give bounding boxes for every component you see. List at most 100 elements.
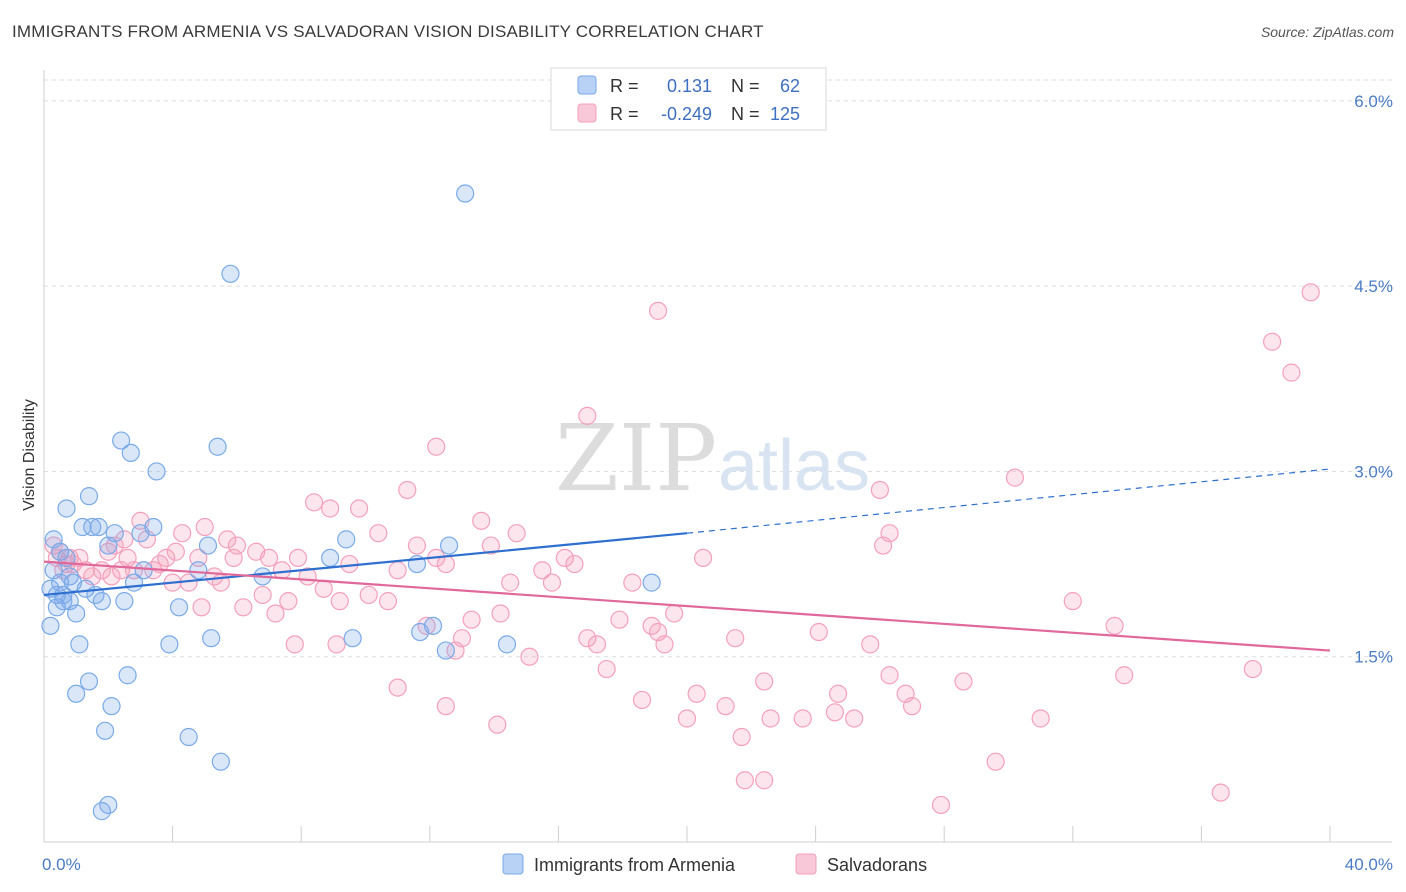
y-tick-label: 6.0% xyxy=(1354,92,1393,111)
data-point xyxy=(388,678,407,697)
data-point xyxy=(687,684,706,703)
axes xyxy=(43,70,1392,843)
data-point xyxy=(160,635,179,654)
data-point xyxy=(253,585,272,605)
data-point xyxy=(648,301,668,320)
data-point xyxy=(726,629,745,648)
data-point xyxy=(67,684,86,703)
data-point xyxy=(845,709,864,728)
data-point xyxy=(481,536,500,555)
data-point xyxy=(452,629,472,648)
salvadoran-r-value: -0.249 xyxy=(661,104,712,124)
data-point xyxy=(565,554,584,574)
data-point xyxy=(1005,468,1025,487)
data-point xyxy=(456,184,475,203)
stats-legend-box xyxy=(550,67,827,131)
data-point xyxy=(1282,363,1301,382)
data-point xyxy=(189,548,208,568)
data-point xyxy=(755,672,774,691)
data-point xyxy=(359,585,378,605)
x-tick-label: 0.0% xyxy=(42,855,81,874)
series-legend: Immigrants from Armenia Salvadorans xyxy=(502,853,927,875)
data-point xyxy=(189,561,208,580)
data-point xyxy=(632,690,652,710)
data-point xyxy=(134,561,153,580)
data-point xyxy=(809,622,828,642)
x-tick-labels: 0.0% 40.0% xyxy=(42,855,1393,874)
data-point xyxy=(986,752,1005,771)
data-point xyxy=(285,635,304,654)
data-point xyxy=(1211,783,1230,802)
data-point xyxy=(1105,616,1124,635)
data-point xyxy=(610,610,629,629)
data-point xyxy=(587,635,607,654)
data-point xyxy=(491,604,510,623)
data-point xyxy=(436,554,455,574)
y-tick-label: 4.5% xyxy=(1354,277,1393,296)
data-point xyxy=(693,548,713,568)
legend-swatch-salvadorans xyxy=(795,853,817,875)
data-point xyxy=(112,431,131,450)
data-point xyxy=(655,635,674,654)
data-point xyxy=(157,548,176,568)
data-point xyxy=(829,684,848,703)
data-point xyxy=(327,635,346,654)
data-point xyxy=(677,709,697,728)
armenia-n-value: 62 xyxy=(780,76,800,96)
data-point xyxy=(118,666,137,685)
armenia-swatch xyxy=(577,75,597,95)
data-point xyxy=(321,499,340,518)
data-point xyxy=(398,480,417,500)
data-point xyxy=(105,536,124,555)
data-point xyxy=(716,697,735,716)
armenia-r-label: R = xyxy=(610,76,639,96)
salvadoran-r-label: R = xyxy=(610,104,639,124)
data-point xyxy=(73,517,92,537)
data-point xyxy=(423,616,443,635)
data-point xyxy=(79,672,99,691)
data-point xyxy=(192,598,211,617)
data-point xyxy=(665,604,684,623)
data-point xyxy=(211,752,230,771)
data-point xyxy=(1063,592,1082,611)
data-point xyxy=(488,715,507,734)
data-point xyxy=(427,437,446,456)
salvadoran-n-label: N = xyxy=(731,104,760,124)
data-point xyxy=(472,511,491,530)
data-point xyxy=(861,635,880,654)
data-point xyxy=(227,536,246,555)
data-point xyxy=(41,616,60,635)
data-point xyxy=(105,524,124,543)
data-point xyxy=(259,548,279,568)
data-point xyxy=(870,480,890,500)
data-point xyxy=(169,598,189,617)
data-point xyxy=(195,517,214,537)
data-point xyxy=(234,598,253,617)
data-points xyxy=(41,184,1320,821)
data-point xyxy=(369,524,388,543)
data-point xyxy=(166,542,185,561)
data-point xyxy=(279,592,298,611)
series-salvadorans xyxy=(44,283,1320,815)
data-point xyxy=(578,629,597,648)
legend-label-armenia: Immigrants from Armenia xyxy=(534,855,736,875)
data-point xyxy=(732,727,751,747)
data-point xyxy=(542,573,562,592)
data-point xyxy=(95,721,115,740)
data-point xyxy=(314,579,333,598)
data-point xyxy=(115,530,134,549)
trend-line xyxy=(43,532,688,597)
data-point xyxy=(57,499,76,518)
legend-swatch-armenia xyxy=(502,853,524,875)
trend-line xyxy=(43,560,1331,652)
data-point xyxy=(874,536,893,555)
data-point xyxy=(79,487,99,506)
data-point xyxy=(755,771,774,790)
data-point xyxy=(99,795,118,815)
data-point xyxy=(208,437,227,456)
data-point xyxy=(173,524,192,543)
data-point xyxy=(439,536,459,555)
data-point xyxy=(115,592,134,611)
data-point xyxy=(462,610,481,629)
salvadoran-swatch xyxy=(577,103,597,123)
